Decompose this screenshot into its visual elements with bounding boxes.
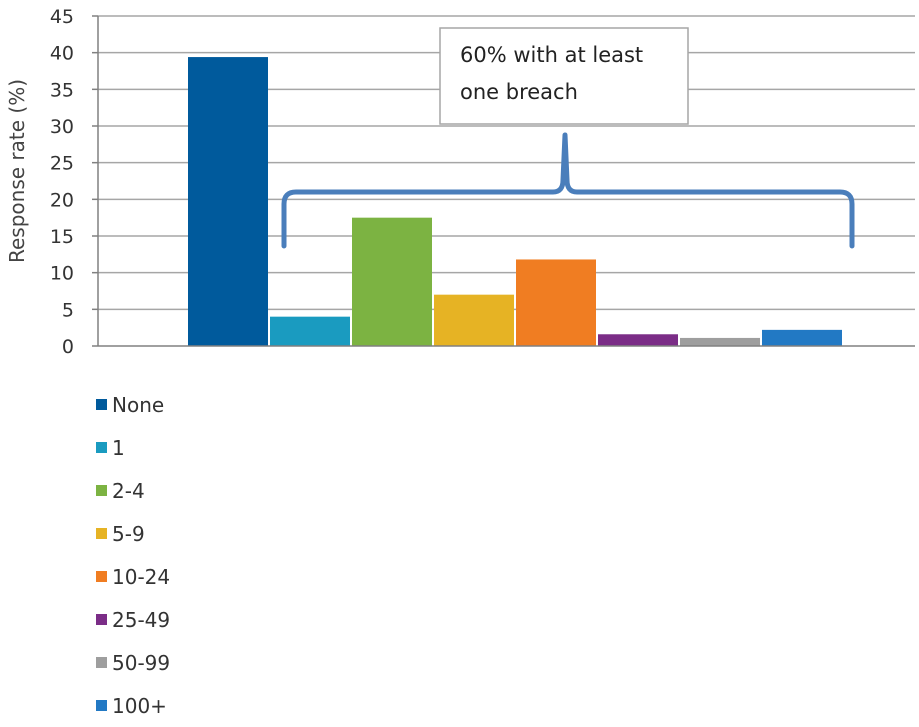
legend-label-5-9: 5-9	[112, 522, 145, 546]
legend-swatch-1	[96, 442, 107, 453]
y-tick-labels: 0 5 10 15 20 25 30 35 40 45	[50, 6, 74, 358]
bar-25-49	[598, 334, 678, 346]
bar-2-4	[352, 217, 432, 346]
y-tick-label-30: 30	[50, 116, 74, 138]
curly-bracket	[281, 132, 855, 249]
bar-10-24	[516, 259, 596, 346]
y-tick-label-25: 25	[50, 153, 74, 175]
bar-50-99	[680, 337, 760, 346]
legend-label-none: None	[112, 393, 164, 417]
legend-swatch-none	[96, 399, 107, 410]
legend-label-100-: 100+	[112, 694, 167, 718]
legend-swatch-50-99	[96, 657, 107, 668]
y-tick-label-0: 0	[62, 336, 74, 358]
legend-label-2-4: 2-4	[112, 479, 145, 503]
legend: None 1 2-4 5-9 10-24 25-49 50-99 100+	[96, 393, 170, 718]
y-tick-label-15: 15	[50, 226, 74, 248]
callout-text-line-1: 60% with at least	[460, 43, 643, 67]
callout-text-line-2: one breach	[460, 80, 578, 104]
callout-annotation: 60% with at least one breach	[281, 27, 855, 249]
y-tick-label-35: 35	[50, 79, 74, 101]
legend-label-50-99: 50-99	[112, 651, 170, 675]
legend-label-25-49: 25-49	[112, 608, 170, 632]
y-tick-label-10: 10	[50, 263, 74, 285]
legend-swatch-25-49	[96, 614, 107, 625]
y-tick-label-40: 40	[50, 43, 74, 65]
legend-swatch-10-24	[96, 571, 107, 582]
bars	[188, 57, 842, 347]
y-tick-label-20: 20	[50, 189, 74, 211]
legend-label-10-24: 10-24	[112, 565, 170, 589]
legend-swatch-2-4	[96, 485, 107, 496]
y-tick-label-45: 45	[50, 6, 74, 28]
bar-100-	[762, 329, 842, 346]
y-tick-label-5: 5	[62, 299, 74, 321]
bar-5-9	[434, 294, 514, 346]
callout-box	[439, 27, 689, 125]
bar-none	[188, 57, 268, 347]
legend-swatch-100-	[96, 700, 107, 711]
bar-1	[270, 316, 350, 346]
legend-label-1: 1	[112, 436, 125, 460]
legend-swatch-5-9	[96, 528, 107, 539]
y-axis-title: Response rate (%)	[5, 79, 29, 263]
